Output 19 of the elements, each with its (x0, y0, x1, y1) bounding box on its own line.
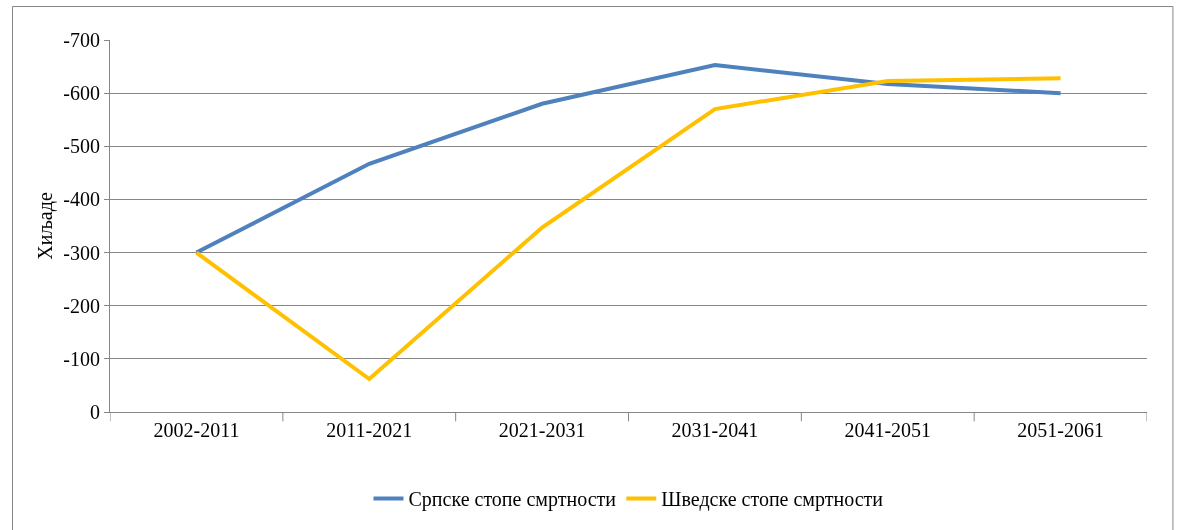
x-tick-label: 2011-2021 (326, 419, 413, 441)
x-tick-label: 2051-2061 (1017, 419, 1104, 441)
line-series (194, 62, 1063, 255)
y-tick-label: -400 (63, 188, 100, 211)
y-tick-label: 0 (90, 401, 100, 423)
y-tick-label: -200 (63, 294, 100, 317)
y-tick-label: -300 (63, 241, 100, 264)
y-tick-label: -100 (63, 347, 100, 370)
x-tick-label: 2031-2041 (671, 419, 759, 441)
x-tick-label: 2002-2011 (153, 419, 240, 441)
y-tick-label: -600 (63, 82, 100, 105)
y-tick-label: -700 (63, 29, 100, 51)
x-tick-label: 2041-2051 (844, 419, 932, 441)
y-tick-label: -500 (63, 135, 100, 158)
line-series (194, 76, 1063, 382)
legend-label: Српске стопе смртности (408, 488, 617, 512)
y-axis-title: Хиљаде (33, 192, 57, 260)
legend-label: Шведске стопе смртности (661, 488, 884, 512)
x-tick-label: 2021-2031 (498, 419, 586, 441)
